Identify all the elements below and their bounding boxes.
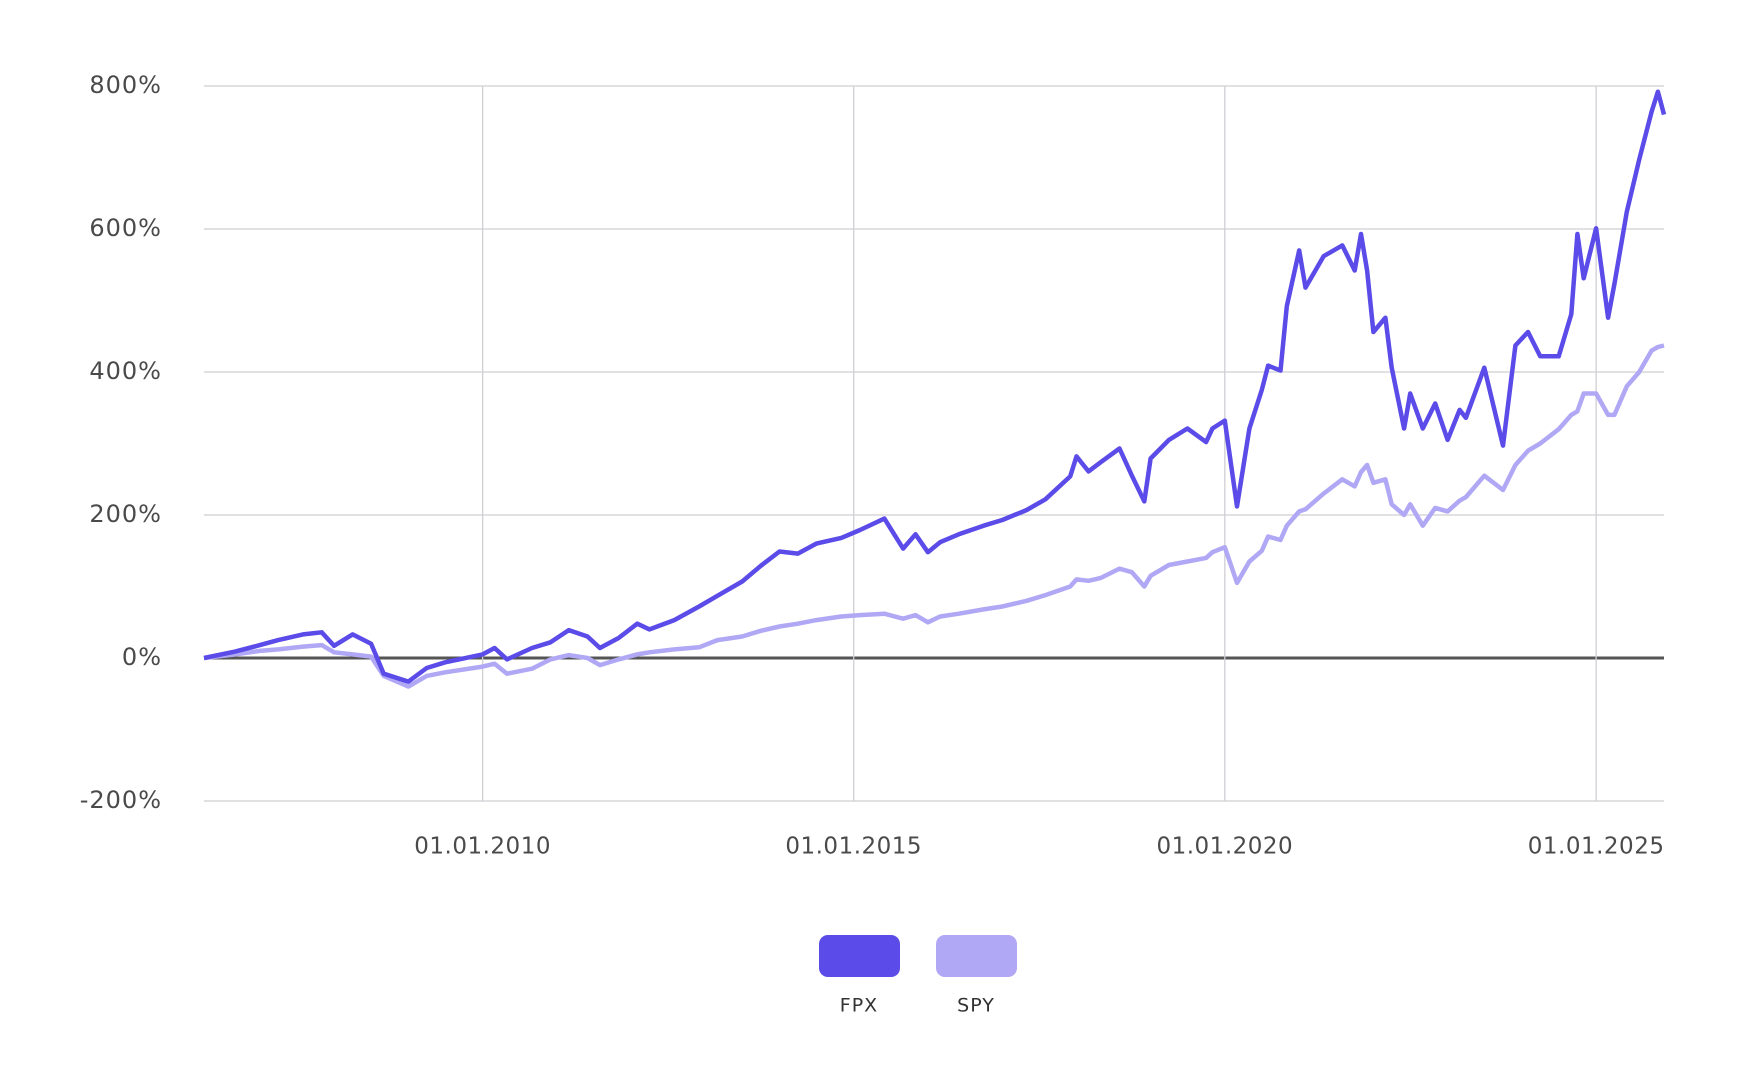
- y-tick-label: 800%: [89, 71, 162, 99]
- legend-label: FPX: [840, 995, 878, 1017]
- y-tick-label: 200%: [89, 500, 162, 528]
- x-tick-label: 01.01.2010: [414, 834, 551, 860]
- y-tick-label: 0%: [122, 643, 162, 671]
- legend-swatch[interactable]: [936, 935, 1017, 977]
- line-series: [203, 343, 1665, 689]
- legend-label: SPY: [957, 995, 995, 1017]
- y-tick-label: 400%: [89, 357, 162, 385]
- x-tick-label: 01.01.2020: [1156, 834, 1293, 860]
- y-tick-label: -200%: [80, 786, 162, 814]
- x-tick-label: 01.01.2015: [785, 834, 922, 860]
- legend-swatch[interactable]: [819, 935, 900, 977]
- y-tick-label: 600%: [89, 214, 162, 242]
- line-series: [203, 89, 1667, 684]
- x-tick-label: 01.01.2025: [1528, 834, 1665, 860]
